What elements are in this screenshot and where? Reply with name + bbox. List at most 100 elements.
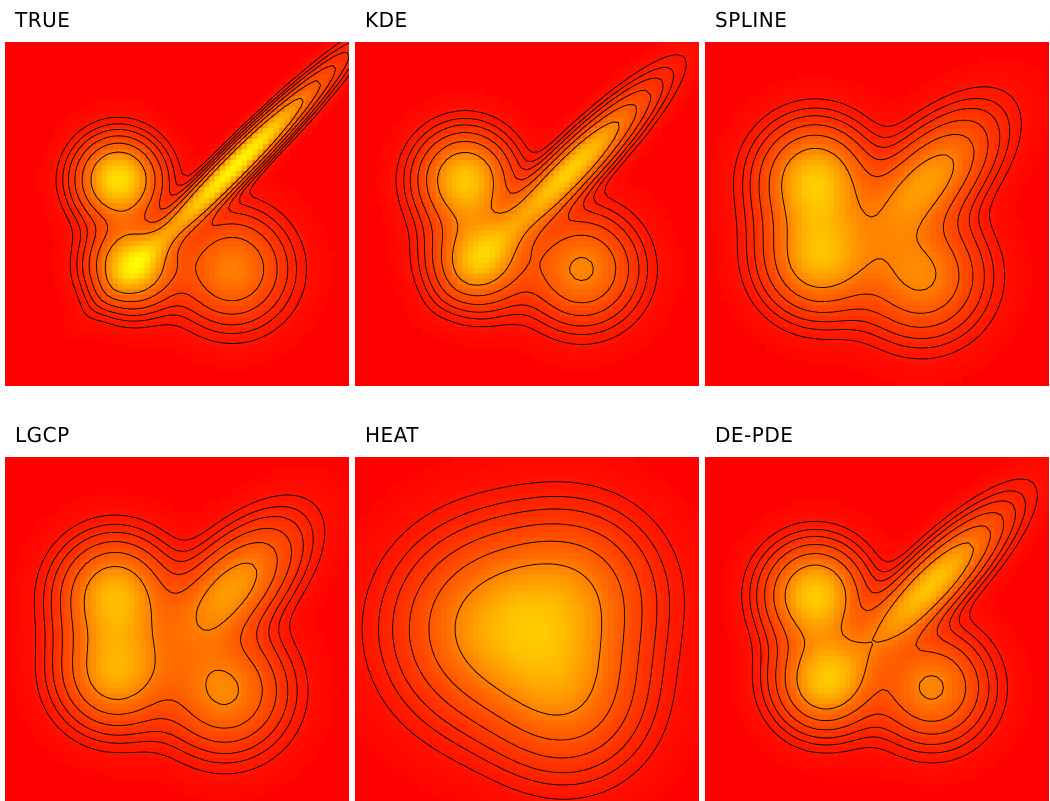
- heatmap-cell: [48, 176, 54, 183]
- heatmap-cell: [618, 294, 625, 301]
- heatmap-cell: [629, 283, 636, 290]
- heatmap-cell: [187, 154, 194, 161]
- heatmap-cell: [661, 47, 668, 54]
- heatmap-cell: [209, 300, 216, 306]
- heatmap-cell: [564, 133, 571, 140]
- heatmap-cell: [134, 294, 140, 301]
- heatmap-cell: [494, 187, 501, 194]
- heatmap-cell: [311, 273, 318, 280]
- heatmap-cell: [462, 305, 469, 312]
- heatmap-cell: [69, 117, 76, 124]
- heatmap-cell: [634, 133, 641, 140]
- heatmap-cell: [214, 171, 221, 177]
- heatmap-cell: [419, 321, 426, 328]
- heatmap-cell: [403, 246, 410, 253]
- heatmap-cell: [289, 257, 296, 263]
- heatmap-cell: [672, 289, 679, 296]
- heatmap-cell: [300, 310, 307, 317]
- heatmap-cell: [381, 187, 388, 194]
- heatmap-cell: [553, 359, 560, 366]
- heatmap-cell: [1006, 85, 1012, 91]
- heatmap-cell: [510, 214, 517, 220]
- heatmap-cell: [677, 90, 684, 97]
- heatmap-cell: [80, 176, 87, 183]
- heatmap-cell: [494, 197, 501, 204]
- heatmap-cell: [984, 74, 991, 81]
- heatmap-cell: [289, 79, 296, 86]
- heatmap-cell: [225, 176, 232, 183]
- heatmap-cell: [435, 294, 442, 301]
- heatmap-cell: [187, 348, 194, 355]
- heatmap-cell: [236, 246, 243, 253]
- heatmap-cell: [284, 224, 291, 231]
- heatmap-cell: [645, 138, 652, 145]
- heatmap-cell: [123, 208, 130, 215]
- heatmap-cell: [656, 257, 662, 263]
- heatmap-cell: [268, 353, 275, 360]
- heatmap-cell: [177, 251, 183, 258]
- heatmap-cell: [596, 235, 603, 242]
- heatmap-cell: [91, 192, 97, 199]
- heatmap-cell: [639, 332, 646, 339]
- heatmap-cell: [677, 95, 684, 102]
- heatmap-cell: [241, 359, 248, 366]
- heatmap-cell: [688, 52, 695, 59]
- heatmap-cell: [419, 149, 426, 156]
- heatmap-cell: [596, 165, 603, 172]
- heatmap-cell: [96, 240, 103, 247]
- heatmap-cell: [134, 165, 140, 172]
- heatmap-cell: [1011, 74, 1018, 81]
- heatmap-cell: [327, 278, 334, 285]
- heatmap-cell: [527, 326, 533, 333]
- heatmap-cell: [500, 257, 507, 263]
- heatmap-cell: [398, 267, 404, 274]
- heatmap-cell: [123, 262, 130, 269]
- heatmap-cell: [284, 138, 291, 145]
- heatmap-cell: [182, 176, 189, 183]
- heatmap-cell: [128, 267, 135, 274]
- heatmap-cell: [214, 224, 221, 231]
- heatmap-cell: [424, 278, 431, 285]
- heatmap-cell: [69, 321, 76, 328]
- heatmap-cell: [160, 316, 167, 323]
- heatmap-cell: [398, 165, 404, 172]
- heatmap-cell: [263, 171, 269, 177]
- heatmap-cell: [112, 176, 119, 183]
- heatmap-cell: [462, 160, 469, 167]
- heatmap-cell: [64, 165, 71, 172]
- heatmap-cell: [182, 203, 189, 210]
- heatmap-cell: [241, 353, 248, 360]
- heatmap-cell: [457, 187, 464, 194]
- heatmap-cell: [650, 203, 657, 210]
- heatmap-cell: [613, 251, 619, 258]
- heatmap-cell: [85, 214, 92, 220]
- heatmap-cell: [69, 111, 76, 118]
- heatmap-cell: [96, 187, 103, 194]
- heatmap-cell: [451, 230, 458, 237]
- heatmap-cell: [150, 106, 157, 113]
- heatmap-cell: [392, 214, 399, 220]
- heatmap-cell: [171, 128, 178, 134]
- heatmap-cell: [656, 230, 662, 237]
- heatmap-cell: [984, 68, 991, 75]
- heatmap-cell: [510, 208, 517, 215]
- heatmap-cell: [478, 289, 485, 296]
- heatmap-cell: [96, 101, 103, 108]
- heatmap-cell: [117, 144, 124, 151]
- heatmap-cell: [182, 160, 189, 167]
- heatmap-cell: [171, 208, 178, 215]
- heatmap-cell: [521, 348, 528, 355]
- heatmap-cell: [58, 235, 65, 242]
- heatmap-cell: [236, 133, 243, 140]
- heatmap-cell: [392, 171, 399, 177]
- heatmap-cell: [844, 90, 851, 97]
- heatmap-cell: [187, 278, 194, 285]
- heatmap-cell: [575, 273, 582, 280]
- heatmap-cell: [607, 257, 614, 263]
- heatmap-cell: [387, 257, 394, 263]
- heatmap-cell: [177, 197, 183, 204]
- heatmap-cell: [284, 321, 291, 328]
- heatmap-cell: [441, 246, 447, 253]
- heatmap-cell: [489, 283, 496, 290]
- heatmap-cell: [446, 128, 453, 134]
